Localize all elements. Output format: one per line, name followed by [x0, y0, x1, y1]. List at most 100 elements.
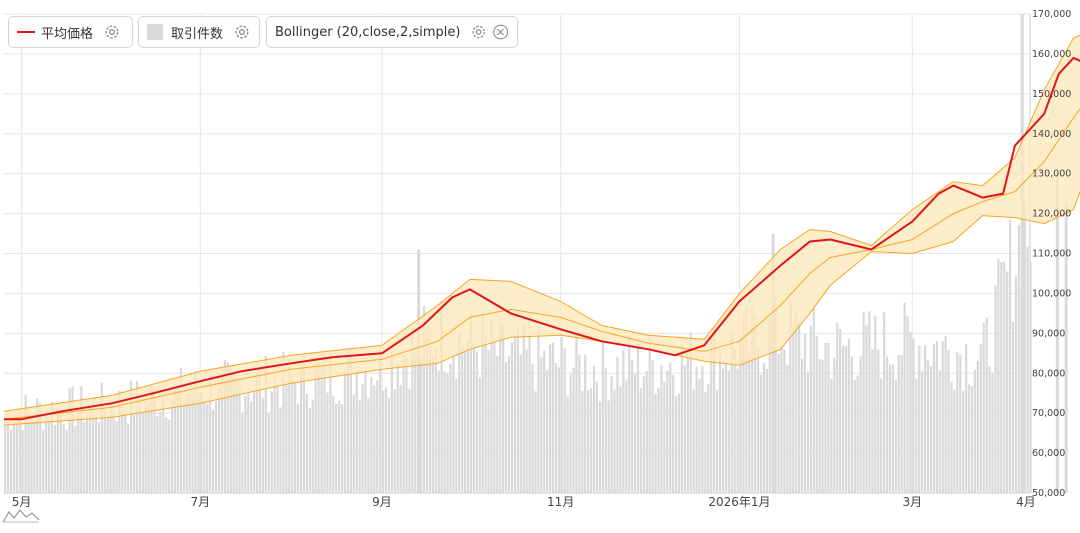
- x-tick-label: 9月: [372, 495, 392, 509]
- gear-icon[interactable]: [233, 23, 251, 41]
- volume-bar: [223, 359, 226, 493]
- legend-price[interactable]: 平均価格: [8, 16, 133, 48]
- volume-bar: [865, 325, 868, 493]
- volume-bar: [499, 317, 502, 493]
- y-tick-label: 140,000: [1032, 129, 1071, 140]
- volume-bar: [695, 366, 698, 493]
- volume-bar: [253, 390, 256, 493]
- volume-bar: [686, 357, 689, 493]
- close-icon[interactable]: [492, 23, 509, 41]
- volume-bar: [302, 354, 306, 493]
- volume-bar: [710, 337, 713, 493]
- volume-bar: [625, 380, 628, 493]
- volume-bar: [490, 318, 493, 493]
- y-tick-label: 100,000: [1032, 288, 1071, 299]
- volume-bar: [47, 422, 51, 493]
- volume-bar: [657, 388, 660, 493]
- volume-bar: [985, 317, 988, 493]
- volume-bar: [639, 388, 643, 493]
- volume-bar: [505, 361, 508, 493]
- volume-bar: [921, 371, 924, 493]
- volume-bar: [472, 342, 475, 493]
- volume-bar: [803, 333, 807, 493]
- volume-bar: [185, 395, 188, 493]
- volume-bar: [809, 325, 812, 493]
- volume-bar: [543, 350, 546, 493]
- volume-bar: [748, 352, 751, 493]
- volume-bar: [918, 345, 921, 493]
- volume-bar: [1011, 321, 1015, 493]
- volume-bar: [393, 389, 396, 493]
- volume-bar: [229, 365, 232, 493]
- volume-bar: [156, 416, 159, 493]
- volume-bar: [502, 324, 505, 493]
- navigator-icon[interactable]: [2, 504, 40, 524]
- volume-bar: [291, 375, 294, 493]
- volume-bar: [806, 372, 810, 493]
- volume-bar: [798, 321, 801, 493]
- volume-bar: [818, 359, 821, 493]
- volume-bar: [402, 355, 405, 493]
- volume-bar: [563, 348, 566, 493]
- volume-bar: [217, 372, 221, 493]
- volume-bar: [836, 322, 839, 493]
- volume-bar: [970, 385, 974, 493]
- volume-bar: [50, 401, 54, 493]
- volume-bar: [352, 394, 355, 493]
- volume-bar: [883, 312, 886, 493]
- volume-bar: [36, 398, 39, 493]
- volume-bar: [947, 349, 950, 493]
- y-axis-ticks: 50,000 60,000 70,000 80,000 90,000 100,000 110…: [1032, 9, 1071, 499]
- volume-bar: [871, 349, 874, 493]
- volume-bar: [335, 403, 338, 493]
- volume-bar: [628, 338, 631, 493]
- volume-bar: [534, 391, 537, 493]
- volume-bar: [59, 409, 62, 493]
- volume-bar: [519, 355, 522, 493]
- volume-bar: [264, 356, 267, 493]
- volume-bar: [320, 365, 323, 493]
- volume-bar: [636, 343, 640, 493]
- volume-bar: [516, 327, 519, 493]
- volume-bar: [194, 371, 197, 493]
- bollinger-middle: [3, 108, 1080, 420]
- volume-bar: [631, 359, 634, 493]
- volume-bar: [610, 376, 613, 493]
- volume-bar: [452, 354, 455, 493]
- volume-bar: [540, 357, 543, 493]
- legend-volume[interactable]: 取引件数: [138, 16, 260, 48]
- volume-bar: [276, 386, 279, 493]
- volume-bar: [379, 345, 382, 493]
- volume-bar: [880, 378, 883, 493]
- volume-bar: [666, 370, 669, 493]
- volume-bar: [906, 315, 909, 493]
- volume-bar: [478, 377, 481, 493]
- volume-bar: [642, 376, 645, 493]
- volume-bar: [730, 330, 733, 493]
- gear-icon[interactable]: [470, 23, 487, 41]
- gear-icon[interactable]: [103, 23, 121, 41]
- legend-volume-label: 取引件数: [171, 26, 224, 42]
- volume-bar: [33, 420, 36, 493]
- volume-bar: [839, 329, 842, 493]
- volume-bar: [9, 429, 13, 493]
- volume-bar: [844, 345, 848, 493]
- volume-bar: [780, 346, 783, 493]
- volume-bar: [853, 380, 856, 493]
- volume-bar: [329, 353, 332, 493]
- volume-bar: [560, 336, 563, 493]
- volume-bar: [595, 381, 599, 493]
- volume-bar: [674, 396, 678, 493]
- volume-bar: [888, 364, 892, 493]
- volume-bar: [338, 400, 341, 493]
- y-tick-label: 160,000: [1032, 49, 1071, 60]
- volume-bar: [821, 359, 824, 493]
- legend-bollinger[interactable]: Bollinger (20,close,2,simple): [266, 16, 518, 48]
- volume-bar: [856, 375, 859, 493]
- volume-bar: [546, 369, 549, 493]
- volume-bar: [601, 337, 604, 493]
- volume-bar: [200, 392, 203, 493]
- volume-bar: [847, 338, 851, 493]
- volume-bar: [900, 355, 903, 493]
- volume-bar: [827, 343, 830, 493]
